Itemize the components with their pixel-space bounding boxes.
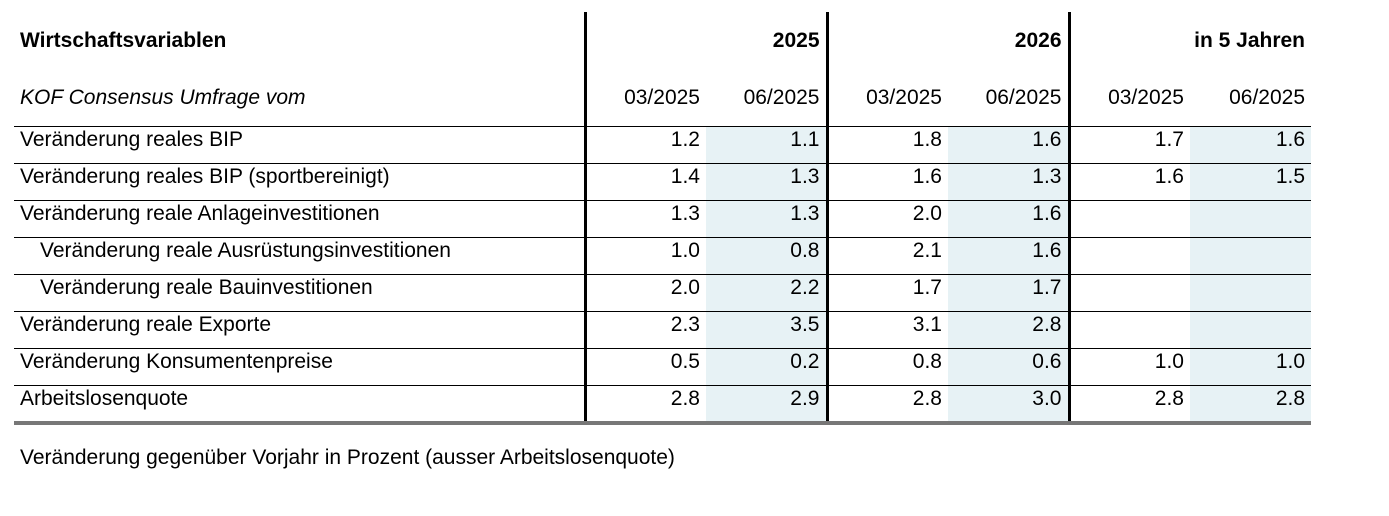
row-label: Arbeitslosenquote <box>14 385 587 425</box>
table-row: Arbeitslosenquote 2.8 2.9 2.8 3.0 2.8 2.… <box>14 385 1312 425</box>
table-cell: 2.8 <box>1069 385 1190 425</box>
date-header: 06/2025 <box>948 69 1071 127</box>
table-cell: 1.6 <box>1069 163 1190 201</box>
table-cell: 0.6 <box>948 348 1071 386</box>
table-cell <box>1069 311 1190 349</box>
table-cell <box>1190 311 1312 349</box>
table-cell <box>1190 200 1312 238</box>
row-label: Veränderung reale Bauinvestitionen <box>14 274 587 312</box>
forecast-table: Wirtschaftsvariablen 2025 2026 in 5 Jahr… <box>14 12 1312 425</box>
row-label: Veränderung reale Anlageinvestitionen <box>14 200 587 238</box>
table-cell: 3.1 <box>827 311 948 349</box>
table-cell: 0.8 <box>706 237 829 275</box>
table-cell: 0.8 <box>827 348 948 386</box>
table-cell: 1.4 <box>585 163 706 201</box>
date-header: 03/2025 <box>866 85 942 109</box>
table-cell: 2.8 <box>827 385 948 425</box>
row-label: Veränderung reales BIP <box>14 126 587 164</box>
group-header-2025: 2025 <box>585 12 829 69</box>
table-cell: 1.8 <box>827 126 948 164</box>
survey-label: KOF Consensus Umfrage vom <box>14 69 587 127</box>
table-cell: 1.6 <box>948 237 1071 275</box>
table-cell: 1.3 <box>948 163 1071 201</box>
table-cell <box>1190 237 1312 275</box>
table-cell <box>1190 274 1312 312</box>
table-cell: 3.5 <box>706 311 829 349</box>
table-row: Veränderung Konsumentenpreise 0.5 0.2 0.… <box>14 348 1312 386</box>
date-header: 06/2025 <box>706 69 829 127</box>
table-cell <box>1069 237 1190 275</box>
table-cell: 2.8 <box>948 311 1071 349</box>
header-row: Wirtschaftsvariablen 2025 2026 in 5 Jahr… <box>14 12 1311 69</box>
table-cell: 1.6 <box>827 163 948 201</box>
table-cell: 2.9 <box>706 385 829 425</box>
date-header: 06/2025 <box>1229 85 1306 109</box>
table-cell: 1.2 <box>585 126 706 164</box>
table-cell: 1.3 <box>585 200 706 238</box>
table-cell: 2.8 <box>585 385 706 425</box>
forecast-table-wrapper: Wirtschaftsvariablen 2025 2026 in 5 Jahr… <box>14 12 1312 425</box>
table-cell: 0.2 <box>706 348 829 386</box>
table-cell: 2.2 <box>706 274 829 312</box>
table-footnote: Veränderung gegenüber Vorjahr in Prozent… <box>20 446 675 469</box>
table-title: Wirtschaftsvariablen <box>14 12 587 69</box>
table-row: Veränderung reales BIP (sportbereinigt) … <box>14 163 1312 201</box>
table-cell: 1.3 <box>706 163 829 201</box>
table-cell: 2.0 <box>827 200 948 238</box>
table-cell: 0.5 <box>585 348 706 386</box>
table-row: Veränderung reale Ausrüstungsinvestition… <box>14 237 1312 275</box>
table-cell: 1.5 <box>1190 163 1312 201</box>
table-row: Veränderung reale Exporte 2.3 3.5 3.1 2.… <box>14 311 1312 349</box>
table-cell: 1.7 <box>948 274 1071 312</box>
table-row: Veränderung reales BIP 1.2 1.1 1.8 1.6 1… <box>14 126 1312 164</box>
table-row: Veränderung reale Anlageinvestitionen 1.… <box>14 200 1312 238</box>
table-cell: 3.0 <box>948 385 1071 425</box>
row-label: Veränderung reale Ausrüstungsinvestition… <box>14 237 587 275</box>
table-cell: 1.0 <box>585 237 706 275</box>
table-cell <box>1069 274 1190 312</box>
table-cell: 1.6 <box>1190 126 1312 164</box>
table-cell: 1.1 <box>706 126 829 164</box>
table-cell: 2.3 <box>585 311 706 349</box>
group-header-5-years: in 5 Jahren <box>1194 28 1306 52</box>
table-cell: 1.3 <box>706 200 829 238</box>
group-header-2026: 2026 <box>827 12 1071 69</box>
table-cell: 1.0 <box>1069 348 1190 386</box>
table-row: Veränderung reale Bauinvestitionen 2.0 2… <box>14 274 1312 312</box>
table-cell: 1.0 <box>1190 348 1312 386</box>
date-header: 03/2025 <box>1108 85 1184 109</box>
table-cell: 1.6 <box>948 126 1071 164</box>
subheader-row: KOF Consensus Umfrage vom 03/2025 06/202… <box>14 69 1311 127</box>
table-cell: 2.1 <box>827 237 948 275</box>
row-label: Veränderung Konsumentenpreise <box>14 348 587 386</box>
table-cell: 1.6 <box>948 200 1071 238</box>
table-cell: 1.7 <box>1069 126 1190 164</box>
table-cell <box>1069 200 1190 238</box>
date-header: 03/2025 <box>624 85 700 109</box>
table-cell: 1.7 <box>827 274 948 312</box>
table-cell: 2.8 <box>1190 385 1312 425</box>
table-cell: 2.0 <box>585 274 706 312</box>
row-label: Veränderung reale Exporte <box>14 311 587 349</box>
row-label: Veränderung reales BIP (sportbereinigt) <box>14 163 587 201</box>
